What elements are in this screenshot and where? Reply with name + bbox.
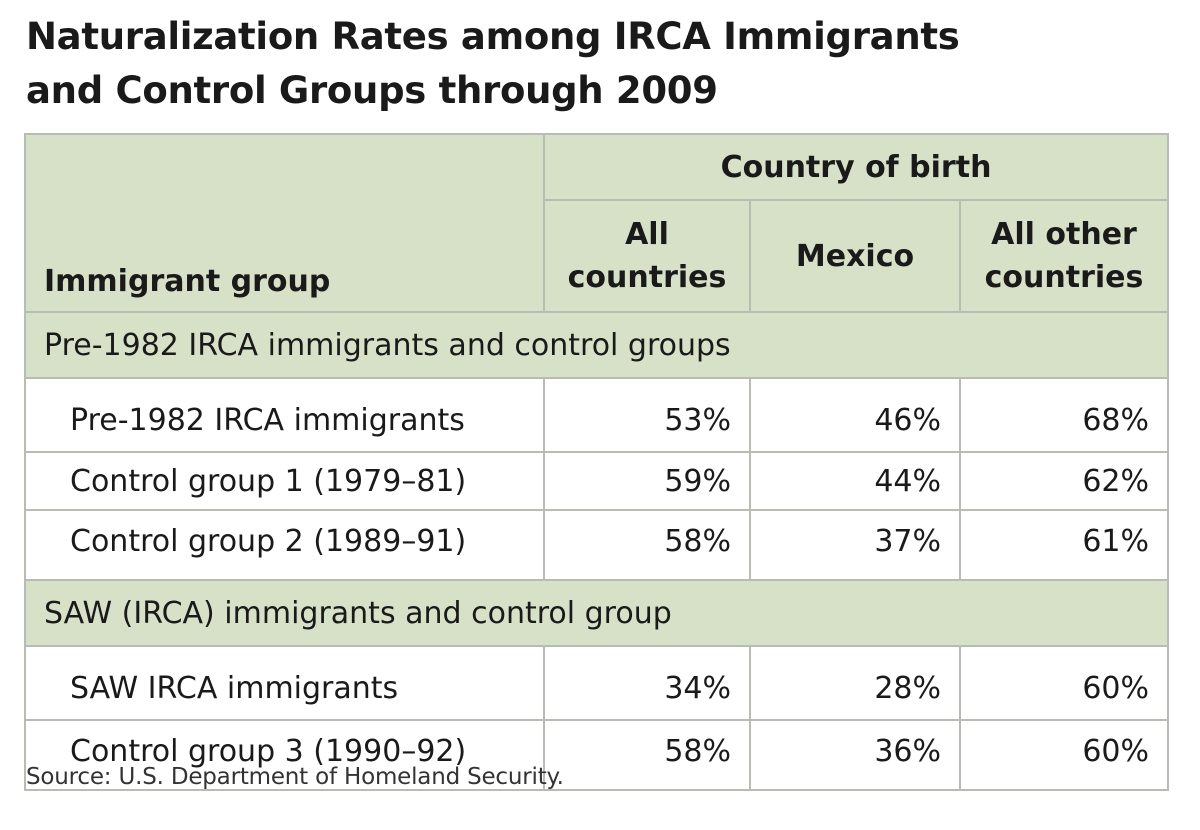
cell-all-countries: 58% xyxy=(543,509,751,581)
cell-all-other-countries: 68% xyxy=(958,377,1170,453)
cell-all-countries: 58% xyxy=(543,719,751,791)
section-row: Pre-1982 IRCA immigrants and control gro… xyxy=(23,311,1170,379)
cell-mexico: 46% xyxy=(749,377,961,453)
header-all-line-1: All xyxy=(625,217,669,252)
header-all-line-2: countries xyxy=(567,260,727,295)
page-title: Naturalization Rates among IRCA Immigran… xyxy=(26,10,1176,118)
cell-all-countries: 53% xyxy=(543,377,751,453)
header-country-of-birth: Country of birth xyxy=(542,133,1170,201)
row-group-label: Pre-1982 IRCA immigrants xyxy=(24,377,545,453)
cell-all-other-countries: 60% xyxy=(958,645,1170,721)
header-immigrant-group: Immigrant group xyxy=(24,133,545,313)
cell-all-other-countries: 60% xyxy=(958,719,1170,791)
header-other-line-2: countries xyxy=(984,260,1144,295)
table-row: SAW IRCA immigrants 34% 28% 60% xyxy=(24,645,1170,721)
header-all-countries: All countries xyxy=(543,199,751,313)
cell-mexico: 28% xyxy=(749,645,961,721)
row-group-label: SAW IRCA immigrants xyxy=(24,645,545,721)
cell-all-other-countries: 61% xyxy=(958,509,1170,581)
title-line-1: Naturalization Rates among IRCA Immigran… xyxy=(26,15,960,58)
cell-all-other-countries: 62% xyxy=(958,451,1170,511)
title-line-2: and Control Groups through 2009 xyxy=(26,69,718,112)
header-other-line-1: All other xyxy=(991,217,1137,252)
table-row: Control group 2 (1989–91) 58% 37% 61% xyxy=(24,509,1170,581)
header-all-other-countries: All other countries xyxy=(958,199,1170,313)
cell-mexico: 37% xyxy=(749,509,961,581)
table-row: Control group 1 (1979–81) 59% 44% 62% xyxy=(24,451,1170,511)
source-note: Source: U.S. Department of Homeland Secu… xyxy=(26,764,564,790)
cell-mexico: 36% xyxy=(749,719,961,791)
section-title: SAW (IRCA) immigrants and control group xyxy=(23,579,1170,647)
cell-all-countries: 59% xyxy=(543,451,751,511)
row-group-label: Control group 2 (1989–91) xyxy=(24,509,545,581)
cell-all-countries: 34% xyxy=(543,645,751,721)
table-row: Control group 3 (1990–92) 58% 36% 60% xyxy=(24,719,1170,791)
header-mexico: Mexico xyxy=(749,199,961,313)
row-group-label: Control group 1 (1979–81) xyxy=(24,451,545,511)
naturalization-table: Immigrant group Country of birth All cou… xyxy=(23,133,1170,791)
table-row: Pre-1982 IRCA immigrants 53% 46% 68% xyxy=(24,377,1170,453)
row-group-label: Control group 3 (1990–92) xyxy=(24,719,545,791)
cell-mexico: 44% xyxy=(749,451,961,511)
section-row: SAW (IRCA) immigrants and control group xyxy=(23,579,1170,647)
section-title: Pre-1982 IRCA immigrants and control gro… xyxy=(23,311,1170,379)
